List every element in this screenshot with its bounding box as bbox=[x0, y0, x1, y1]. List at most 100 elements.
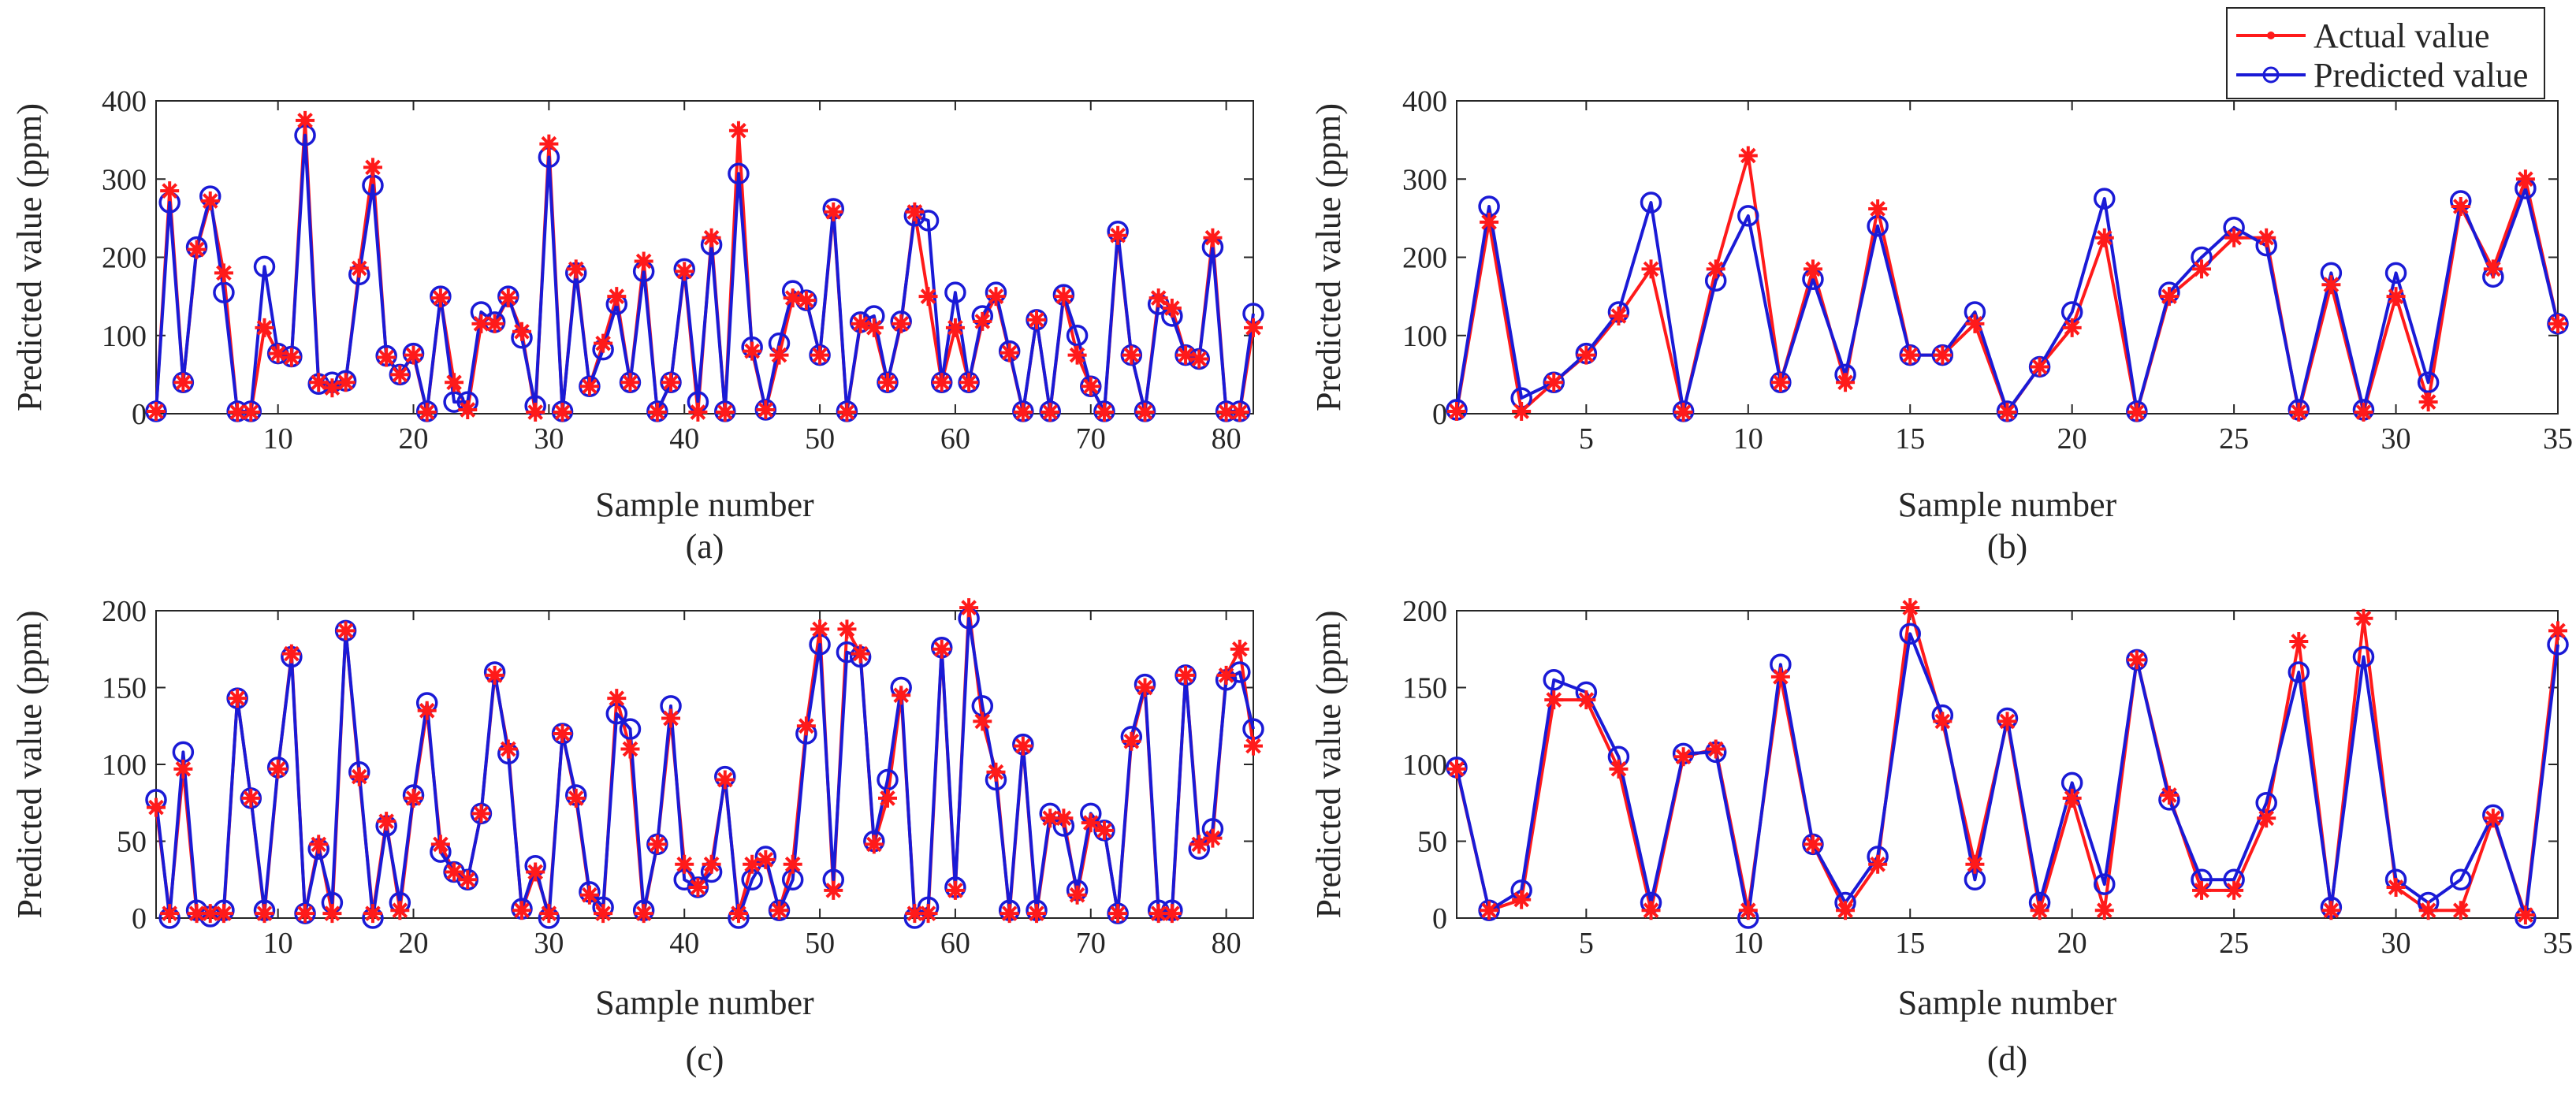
actual-marker bbox=[526, 403, 545, 422]
actual-marker bbox=[1673, 403, 1693, 422]
actual-marker bbox=[1770, 373, 1790, 392]
actual-marker bbox=[634, 251, 653, 271]
y-axis-label: Predicted value (ppm) bbox=[10, 103, 49, 411]
predicted-marker bbox=[619, 718, 642, 740]
actual-marker bbox=[728, 904, 748, 924]
actual-marker bbox=[1803, 835, 1822, 854]
actual-marker bbox=[187, 904, 207, 924]
actual-marker bbox=[377, 812, 396, 831]
x-tick-label: 10 bbox=[1733, 927, 1763, 960]
actual-marker bbox=[1738, 901, 1758, 920]
actual-marker bbox=[2030, 357, 2049, 377]
y-tick-label: 100 bbox=[102, 320, 147, 353]
axes-box bbox=[1456, 100, 2559, 415]
actual-marker bbox=[458, 400, 478, 420]
actual-marker bbox=[2515, 169, 2535, 189]
x-tick-label: 10 bbox=[263, 422, 293, 455]
actual-marker bbox=[2094, 228, 2114, 247]
actual-marker bbox=[1576, 345, 1596, 365]
actual-marker bbox=[1544, 373, 1564, 392]
actual-marker bbox=[200, 904, 220, 924]
actual-marker bbox=[1176, 345, 1196, 365]
actual-marker bbox=[539, 134, 559, 154]
predicted-marker bbox=[1899, 623, 1921, 645]
actual-marker bbox=[579, 885, 599, 905]
actual-marker bbox=[1997, 712, 2017, 731]
y-tick-label: 150 bbox=[102, 672, 147, 705]
panel-b: 0 100 200 300 400 5 10 15 20 25 30 35 Sample number P… bbox=[1309, 85, 2573, 566]
actual-marker bbox=[1148, 904, 1168, 924]
x-tick-label: 15 bbox=[1895, 422, 1925, 455]
axes-box bbox=[155, 100, 1254, 415]
x-tick-label: 20 bbox=[399, 422, 429, 455]
predicted-marker bbox=[2449, 868, 2472, 890]
actual-marker bbox=[2321, 275, 2341, 295]
actual-marker bbox=[173, 759, 193, 779]
actual-marker bbox=[594, 333, 613, 353]
actual-marker bbox=[837, 619, 857, 639]
legend-predicted-marker bbox=[2262, 66, 2280, 84]
actual-marker bbox=[688, 878, 708, 897]
actual-marker bbox=[228, 403, 248, 422]
panel-d: 0 50 100 150 200 5 10 15 20 25 30 35 Sample number Pr… bbox=[1309, 595, 2573, 1078]
actual-marker bbox=[1040, 809, 1060, 828]
y-tick-label: 100 bbox=[102, 749, 147, 782]
actual-marker bbox=[349, 767, 369, 786]
actual-marker bbox=[2159, 287, 2179, 307]
actual-marker bbox=[268, 759, 288, 779]
x-tick-label: 10 bbox=[263, 927, 293, 960]
actual-marker bbox=[255, 904, 274, 924]
x-tick-label: 60 bbox=[940, 422, 970, 455]
actual-marker bbox=[824, 202, 843, 221]
actual-marker bbox=[2192, 259, 2212, 279]
actual-marker bbox=[607, 689, 627, 708]
y-tick-label: 0 bbox=[132, 398, 147, 431]
actual-marker bbox=[281, 644, 301, 664]
actual-marker bbox=[1122, 731, 1141, 751]
x-tick-label: 35 bbox=[2543, 422, 2573, 455]
actual-marker bbox=[1122, 345, 1141, 365]
actual-marker bbox=[1094, 403, 1114, 422]
legend-actual-label: Actual value bbox=[2314, 17, 2490, 55]
actual-marker bbox=[1203, 228, 1223, 247]
actual-marker bbox=[363, 158, 382, 177]
actual-marker bbox=[498, 288, 518, 308]
y-tick-label: 50 bbox=[1417, 826, 1447, 859]
y-tick-label: 200 bbox=[102, 242, 147, 275]
actual-marker bbox=[1868, 199, 1888, 218]
actual-marker bbox=[1230, 639, 1249, 659]
actual-marker bbox=[214, 904, 233, 924]
actual-marker bbox=[728, 121, 748, 140]
predicted-marker bbox=[728, 162, 750, 185]
actual-marker bbox=[1447, 759, 1466, 779]
predicted-marker bbox=[2094, 188, 2116, 210]
panel-caption: (b) bbox=[1987, 527, 2027, 566]
actual-marker bbox=[1673, 747, 1693, 767]
actual-marker bbox=[743, 854, 762, 874]
actual-marker bbox=[1162, 299, 1182, 318]
predicted-marker bbox=[2417, 371, 2440, 394]
actual-marker bbox=[2386, 878, 2406, 897]
actual-marker bbox=[147, 402, 166, 422]
actual-marker bbox=[932, 639, 951, 659]
x-tick-label: 10 bbox=[1733, 422, 1763, 455]
actual-marker bbox=[769, 901, 789, 920]
actual-marker bbox=[147, 797, 166, 817]
actual-marker bbox=[1836, 373, 1856, 392]
actual-marker bbox=[918, 287, 938, 307]
actual-marker bbox=[647, 403, 667, 422]
panel-a: 0 100 200 300 400 10 20 30 40 50 60 70 80 Sample numb… bbox=[10, 85, 1264, 566]
y-tick-label: 100 bbox=[1402, 320, 1447, 353]
actual-marker bbox=[309, 373, 329, 392]
predicted-marker bbox=[1543, 669, 1565, 691]
x-tick-label: 20 bbox=[2057, 927, 2087, 960]
actual-marker bbox=[1933, 345, 1952, 365]
actual-series-line bbox=[1455, 606, 2559, 917]
legend: Actual value Predicted value bbox=[2226, 7, 2545, 99]
actual-marker bbox=[160, 181, 180, 201]
actual-marker bbox=[241, 403, 261, 422]
actual-marker bbox=[336, 621, 356, 641]
actual-marker bbox=[336, 373, 356, 392]
y-tick-label: 200 bbox=[102, 595, 147, 628]
y-tick-label: 300 bbox=[102, 163, 147, 196]
